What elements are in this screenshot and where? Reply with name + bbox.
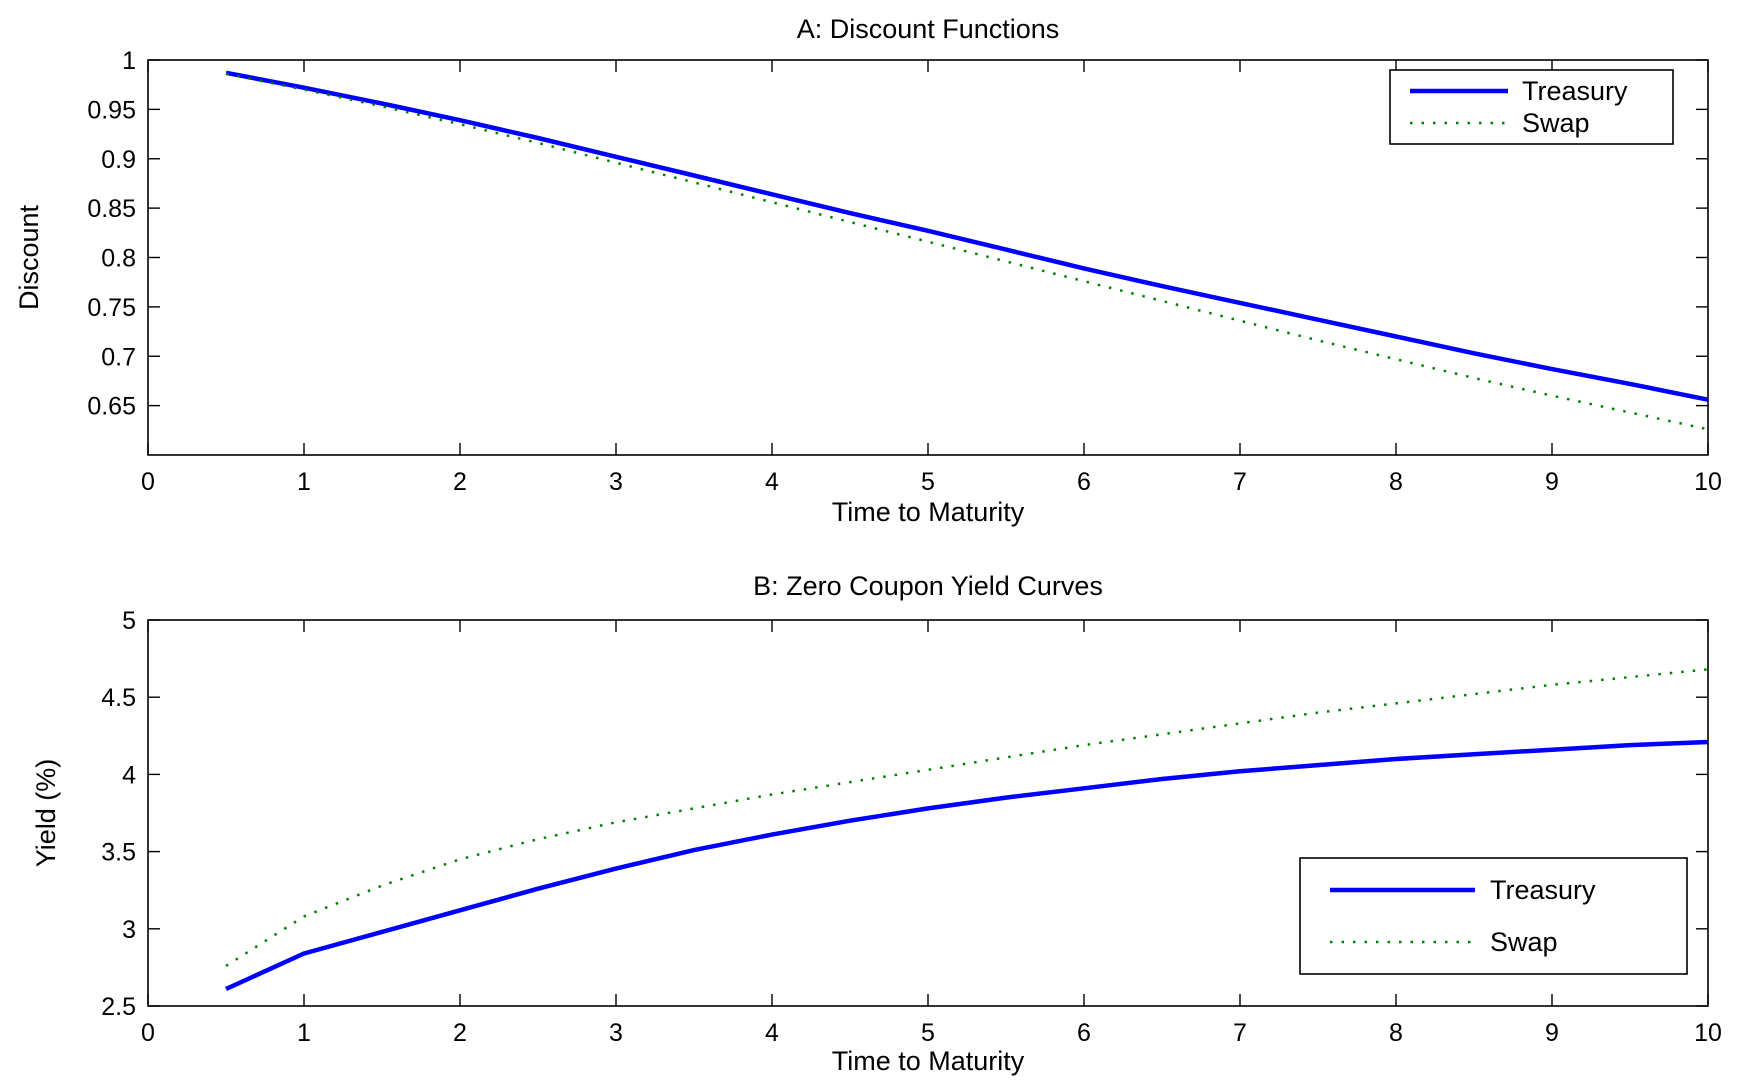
chart-title: A: Discount Functions xyxy=(797,14,1060,44)
y-tick-label: 0.7 xyxy=(101,343,136,371)
x-tick-label: 6 xyxy=(1077,1019,1091,1047)
y-tick-label: 0.85 xyxy=(87,195,136,223)
legend-box xyxy=(1389,69,1674,145)
legend-label-treasury: Treasury xyxy=(1490,875,1596,905)
x-tick-label: 3 xyxy=(609,468,623,496)
x-tick-label: 6 xyxy=(1077,468,1091,496)
chart-panel-a: A: Discount Functions 0 1 2 3 4 5 6 7 8 9 10 0.65 0.7… xyxy=(14,14,1722,527)
x-tick-label: 9 xyxy=(1545,1019,1559,1047)
y-tick-label: 3.5 xyxy=(101,839,136,867)
series-line-treasury xyxy=(225,739,1709,992)
series-line-treasury xyxy=(225,70,1709,402)
x-tick-label: 3 xyxy=(609,1019,623,1047)
x-tick-label: 2 xyxy=(453,1019,467,1047)
y-tick-label: 0.65 xyxy=(87,393,136,421)
x-tick-label: 7 xyxy=(1233,1019,1247,1047)
legend: Treasury Swap xyxy=(1299,857,1688,975)
y-tick-label: 1 xyxy=(122,47,136,75)
legend-box xyxy=(1299,857,1688,975)
x-tick-label: 1 xyxy=(297,1019,311,1047)
x-tick-label: 7 xyxy=(1233,468,1247,496)
x-tick-label: 5 xyxy=(921,1019,935,1047)
y-tick-label: 0.95 xyxy=(87,96,136,124)
y-tick-label: 0.75 xyxy=(87,294,136,322)
x-tick-label: 0 xyxy=(141,468,155,496)
x-tick-label: 4 xyxy=(765,468,779,496)
x-axis-label: Time to Maturity xyxy=(832,1046,1025,1076)
x-axis-label: Time to Maturity xyxy=(832,497,1025,527)
y-tick-label: 4.5 xyxy=(101,684,136,712)
x-tick-label: 10 xyxy=(1694,1019,1722,1047)
y-tick-label: 0.8 xyxy=(101,245,136,273)
x-tick-label: 0 xyxy=(141,1019,155,1047)
y-tick-label: 0.9 xyxy=(101,146,136,174)
chart-panel-b: B: Zero Coupon Yield Curves 0 1 2 3 4 5 6 7 8 9 10 2… xyxy=(31,571,1722,1076)
chart-title: B: Zero Coupon Yield Curves xyxy=(753,571,1103,601)
x-tick-label: 1 xyxy=(297,468,311,496)
y-axis-label: Discount xyxy=(14,204,44,310)
y-tick-label: 2.5 xyxy=(101,993,136,1021)
x-tick-label: 9 xyxy=(1545,468,1559,496)
x-tick-label: 8 xyxy=(1389,468,1403,496)
y-axis-label: Yield (%) xyxy=(31,759,61,868)
x-tick-label: 2 xyxy=(453,468,467,496)
legend-label-swap: Swap xyxy=(1522,108,1590,138)
x-tick-label: 5 xyxy=(921,468,935,496)
y-tick-label: 5 xyxy=(122,607,136,635)
legend-label-swap: Swap xyxy=(1490,927,1558,957)
y-tick-label: 3 xyxy=(122,916,136,944)
x-tick-label: 8 xyxy=(1389,1019,1403,1047)
legend-label-treasury: Treasury xyxy=(1522,76,1628,106)
y-tick-label: 4 xyxy=(122,761,136,789)
x-tick-label: 4 xyxy=(765,1019,779,1047)
x-tick-label: 10 xyxy=(1694,468,1722,496)
